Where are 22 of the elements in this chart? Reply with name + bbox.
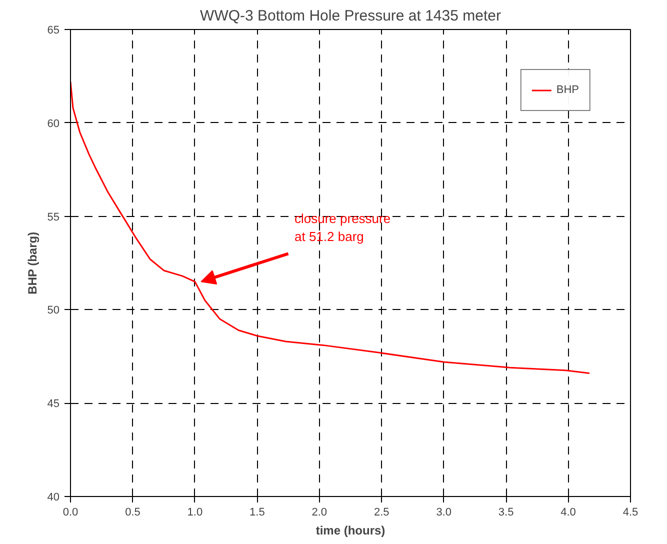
annotation: closure pressure at 51.2 barg bbox=[294, 211, 391, 244]
legend-label: BHP bbox=[556, 84, 579, 96]
y-tick-label: 40 bbox=[47, 492, 60, 504]
line-series bbox=[70, 81, 590, 374]
x-axis-title: time (hours) bbox=[316, 524, 386, 538]
x-tick-label: 1.5 bbox=[250, 506, 265, 518]
x-tick-label: 0.5 bbox=[125, 506, 140, 518]
x-tick-label: 1.0 bbox=[187, 506, 203, 518]
x-tick-label: 2.5 bbox=[374, 506, 390, 518]
chart-title: WWQ-3 Bottom Hole Pressure at 1435 meter bbox=[200, 8, 501, 24]
x-tick-label: 2.0 bbox=[312, 506, 328, 518]
y-tick-label: 50 bbox=[47, 304, 60, 317]
y-tick-label: 55 bbox=[47, 211, 60, 224]
x-tick-label: 3.0 bbox=[436, 506, 452, 518]
x-tick-label: 0.0 bbox=[62, 506, 78, 518]
x-tick-label: 4.0 bbox=[560, 506, 576, 518]
y-axis-title: BHP (barg) bbox=[25, 232, 40, 294]
x-tick-label: 3.5 bbox=[498, 506, 514, 518]
x-tick-label: 4.5 bbox=[622, 506, 638, 518]
y-tick-label: 45 bbox=[47, 398, 60, 410]
y-tick-label: 60 bbox=[47, 118, 60, 130]
y-tick-label: 65 bbox=[47, 24, 60, 36]
